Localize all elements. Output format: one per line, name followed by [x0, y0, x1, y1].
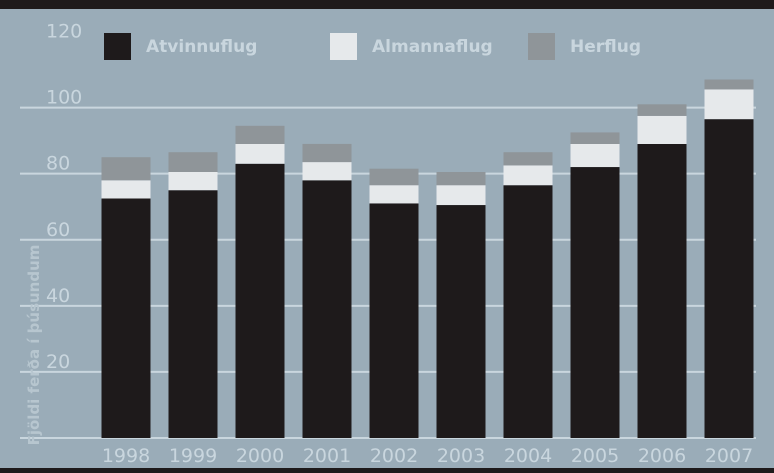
bar-segment-almannaflug: [369, 185, 419, 204]
legend-label-herflug: Herflug: [570, 37, 641, 57]
bar-segment-atvinnuflug: [302, 180, 352, 439]
y-tick-label: 60: [46, 219, 70, 241]
bar-segment-herflug: [369, 168, 419, 186]
x-tick-label: 2007: [705, 445, 753, 467]
bar-segment-almannaflug: [704, 89, 754, 120]
bar-segment-herflug: [570, 132, 620, 144]
x-tick-label: 1998: [102, 445, 150, 467]
bar-segment-atvinnuflug: [101, 198, 151, 438]
y-axis: 20 40 60 80 100 120: [46, 21, 82, 373]
y-tick-label: 20: [46, 351, 70, 373]
bar-segment-almannaflug: [637, 115, 687, 144]
bar-segment-atvinnuflug: [503, 185, 553, 438]
bar-segment-herflug: [302, 143, 352, 163]
x-axis: 1998 1999 2000 2001 2002 2003 2004 2005 2006 2007: [102, 445, 753, 467]
bar-segment-herflug: [235, 125, 285, 144]
bar-segment-atvinnuflug: [570, 167, 620, 438]
bar-segment-herflug: [503, 152, 553, 166]
bar-segment-atvinnuflug: [704, 119, 754, 438]
x-tick-label: 2004: [504, 445, 552, 467]
bar-segment-almannaflug: [570, 143, 620, 167]
bar-segment-almannaflug: [302, 162, 352, 181]
bar-segment-atvinnuflug: [436, 205, 486, 438]
bar-segment-atvinnuflug: [235, 163, 285, 439]
legend-swatch-herflug: [528, 33, 555, 60]
bar-segment-almannaflug: [168, 172, 218, 191]
x-tick-label: 1999: [169, 445, 217, 467]
x-tick-label: 2002: [370, 445, 418, 467]
bar-segment-herflug: [637, 104, 687, 116]
top-border: [0, 0, 774, 9]
bar-segment-herflug: [436, 172, 486, 186]
bar-segment-atvinnuflug: [369, 203, 419, 438]
bars: [101, 79, 754, 439]
legend-label-atvinnuflug: Atvinnuflug: [146, 37, 257, 57]
x-tick-label: 2000: [236, 445, 284, 467]
y-tick-label: 120: [46, 21, 82, 43]
bar-segment-herflug: [704, 79, 754, 90]
legend-swatch-almannaflug: [330, 33, 357, 60]
bar-segment-herflug: [168, 152, 218, 172]
bar-segment-herflug: [101, 157, 151, 181]
x-tick-label: 2003: [437, 445, 485, 467]
legend-swatch-atvinnuflug: [104, 33, 131, 60]
bar-segment-almannaflug: [101, 180, 151, 199]
y-tick-label: 80: [46, 153, 70, 175]
bar-segment-almannaflug: [503, 165, 553, 186]
bar-segment-almannaflug: [235, 143, 285, 164]
x-tick-label: 2006: [638, 445, 686, 467]
legend: Atvinnuflug Almannaflug Herflug: [104, 33, 641, 60]
y-axis-title: Fjöldi ferða í þúsundum: [25, 245, 43, 446]
x-tick-label: 2005: [571, 445, 619, 467]
bar-segment-atvinnuflug: [637, 143, 687, 438]
x-tick-label: 2001: [303, 445, 351, 467]
bar-segment-atvinnuflug: [168, 190, 218, 438]
legend-label-almannaflug: Almannaflug: [372, 37, 493, 57]
bar-segment-almannaflug: [436, 185, 486, 205]
y-tick-label: 100: [46, 87, 82, 109]
bottom-border: [0, 468, 774, 473]
y-tick-label: 40: [46, 285, 70, 307]
